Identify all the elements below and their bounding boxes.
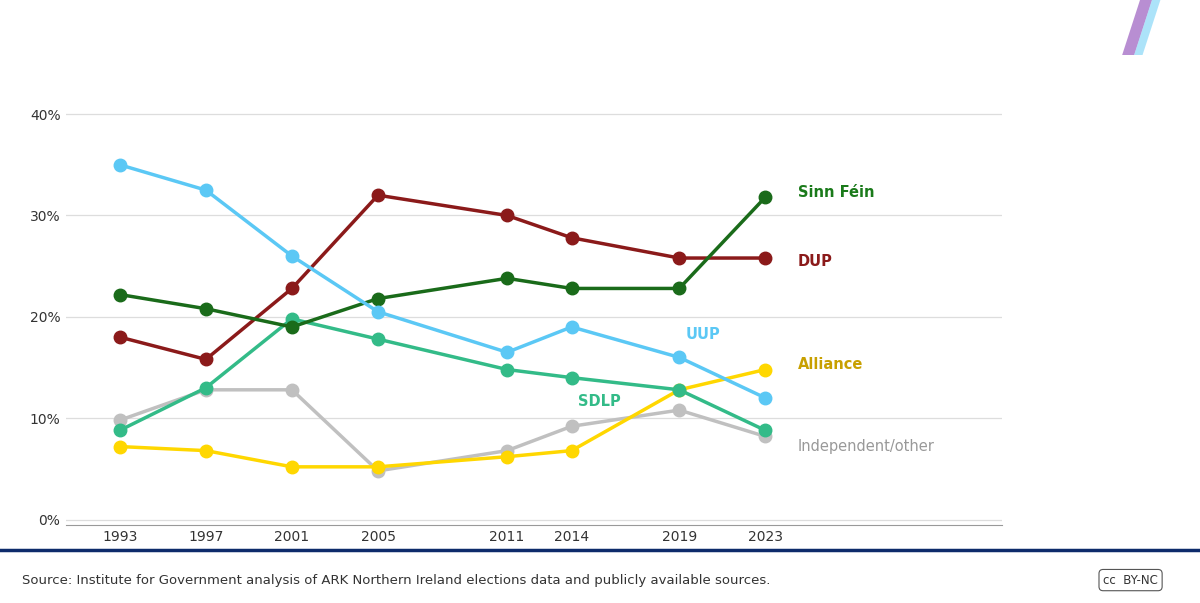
Text: Sinn Féin: Sinn Féin [798,185,874,200]
Text: Independent/other: Independent/other [798,439,935,454]
Text: cc  BY-NC: cc BY-NC [1103,573,1158,587]
Text: Alliance: Alliance [798,357,863,372]
Polygon shape [1122,0,1152,55]
Text: IfG: IfG [1111,11,1168,45]
Text: Number of council seats held by main political parties in Northern Ireland, 1993: Number of council seats held by main pol… [22,18,1000,37]
Polygon shape [1134,0,1160,55]
Text: Source: Institute for Government analysis of ARK Northern Ireland elections data: Source: Institute for Government analysi… [22,573,770,587]
Text: UUP: UUP [685,327,720,342]
Text: DUP: DUP [798,254,833,268]
Text: SDLP: SDLP [578,394,620,409]
